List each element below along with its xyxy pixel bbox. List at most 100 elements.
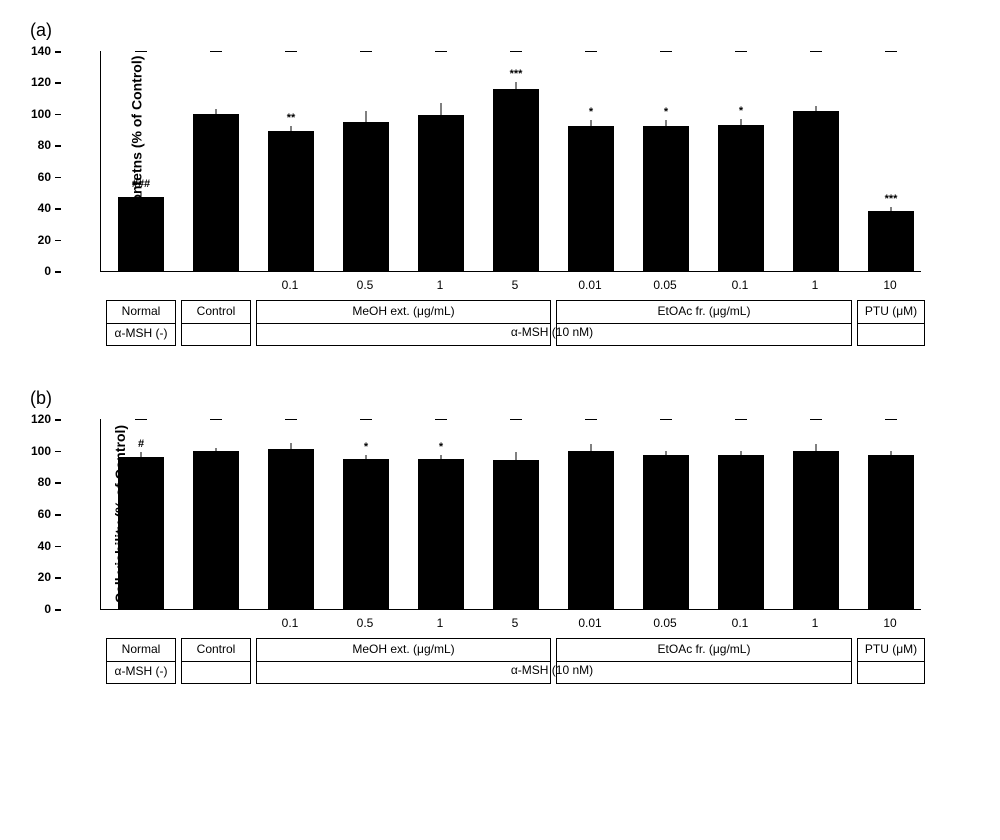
error-cap bbox=[435, 419, 447, 420]
group-box: EtOAc fr. (μg/mL) bbox=[556, 300, 852, 346]
group-label-top: PTU (μM) bbox=[865, 304, 917, 318]
x-conc-label: 5 bbox=[512, 616, 519, 630]
error-cap bbox=[285, 419, 297, 420]
y-tick: 120 bbox=[11, 412, 51, 426]
error-cap bbox=[585, 419, 597, 420]
error-bar bbox=[891, 207, 892, 212]
error-cap bbox=[135, 419, 147, 420]
error-bar bbox=[816, 444, 817, 450]
x-conc-label: 1 bbox=[437, 278, 444, 292]
error-cap bbox=[135, 51, 147, 52]
group-label-top: MeOH ext. (μg/mL) bbox=[352, 304, 454, 318]
x-conc-row: 0.10.5150.010.050.1110 bbox=[100, 616, 980, 638]
error-bar bbox=[591, 120, 592, 126]
bar bbox=[493, 89, 539, 271]
group-label-top: MeOH ext. (μg/mL) bbox=[352, 642, 454, 656]
error-bar bbox=[591, 444, 592, 450]
error-cap bbox=[510, 51, 522, 52]
significance-marker: * bbox=[589, 106, 593, 118]
x-conc-label: 10 bbox=[883, 278, 896, 292]
error-bar bbox=[741, 119, 742, 125]
chart-a-container: Melanin contetns (% of Control) 02040608… bbox=[100, 51, 980, 348]
error-cap bbox=[735, 51, 747, 52]
bar bbox=[868, 211, 914, 271]
chart-b-body: Cell viability (% of Control) 0204060801… bbox=[100, 419, 921, 610]
x-group-row: Normalα-MSH (-)ControlMeOH ext. (μg/mL)E… bbox=[100, 300, 980, 348]
x-group-row: Normalα-MSH (-)ControlMeOH ext. (μg/mL)E… bbox=[100, 638, 980, 686]
y-tick: 60 bbox=[11, 507, 51, 521]
panel-a-label: (a) bbox=[30, 20, 980, 41]
x-conc-label: 0.1 bbox=[282, 278, 299, 292]
bar bbox=[568, 126, 614, 271]
x-conc-label: 0.05 bbox=[653, 616, 676, 630]
x-conc-label: 10 bbox=[883, 616, 896, 630]
error-bar bbox=[666, 451, 667, 456]
group-label-bottom: α-MSH (-) bbox=[115, 326, 168, 340]
error-cap bbox=[585, 51, 597, 52]
bar bbox=[343, 459, 389, 609]
error-bar bbox=[366, 111, 367, 122]
x-conc-label: 0.05 bbox=[653, 278, 676, 292]
bar bbox=[118, 197, 164, 271]
group-label-top: EtOAc fr. (μg/mL) bbox=[658, 304, 751, 318]
y-tick: 120 bbox=[11, 75, 51, 89]
bar bbox=[568, 451, 614, 609]
bar bbox=[718, 125, 764, 271]
y-tick: 100 bbox=[11, 444, 51, 458]
y-tick: 40 bbox=[11, 539, 51, 553]
chart-b-bars: #** bbox=[101, 419, 921, 609]
error-cap bbox=[360, 419, 372, 420]
group-box: PTU (μM) bbox=[857, 638, 925, 684]
y-tick: 60 bbox=[11, 170, 51, 184]
error-cap bbox=[510, 419, 522, 420]
group-label-top: EtOAc fr. (μg/mL) bbox=[658, 642, 751, 656]
x-conc-label: 0.1 bbox=[282, 616, 299, 630]
error-bar bbox=[216, 448, 217, 451]
secondary-label: α-MSH (10 nM) bbox=[511, 325, 593, 339]
significance-marker: *** bbox=[885, 193, 898, 205]
x-conc-label: 0.01 bbox=[578, 278, 601, 292]
chart-b-container: Cell viability (% of Control) 0204060801… bbox=[100, 419, 980, 686]
group-label-top: PTU (μM) bbox=[865, 642, 917, 656]
group-label-top: Control bbox=[197, 642, 236, 656]
error-cap bbox=[735, 419, 747, 420]
x-conc-label: 5 bbox=[512, 278, 519, 292]
error-bar bbox=[441, 103, 442, 116]
error-bar bbox=[516, 452, 517, 460]
y-tick: 80 bbox=[11, 475, 51, 489]
group-box: Control bbox=[181, 300, 251, 346]
bar bbox=[643, 455, 689, 609]
error-cap bbox=[885, 419, 897, 420]
group-label-top: Control bbox=[197, 304, 236, 318]
panel-a: (a) Melanin contetns (% of Control) 0204… bbox=[20, 20, 980, 348]
panel-b: (b) Cell viability (% of Control) 020406… bbox=[20, 388, 980, 686]
y-tick: 80 bbox=[11, 138, 51, 152]
x-conc-label: 1 bbox=[812, 616, 819, 630]
x-conc-label: 0.1 bbox=[732, 616, 749, 630]
significance-marker: # bbox=[138, 438, 144, 450]
group-label-bottom: α-MSH (-) bbox=[115, 664, 168, 678]
error-bar bbox=[516, 82, 517, 88]
bar bbox=[268, 449, 314, 609]
error-bar bbox=[816, 106, 817, 111]
panel-b-label: (b) bbox=[30, 388, 980, 409]
error-cap bbox=[435, 51, 447, 52]
bar bbox=[793, 111, 839, 271]
chart-a-body: Melanin contetns (% of Control) 02040608… bbox=[100, 51, 921, 272]
group-box: Control bbox=[181, 638, 251, 684]
bar bbox=[868, 455, 914, 609]
error-bar bbox=[141, 192, 142, 197]
group-box: PTU (μM) bbox=[857, 300, 925, 346]
group-box: EtOAc fr. (μg/mL) bbox=[556, 638, 852, 684]
group-box: MeOH ext. (μg/mL) bbox=[256, 638, 551, 684]
x-conc-label: 0.01 bbox=[578, 616, 601, 630]
significance-marker: ** bbox=[287, 112, 296, 124]
significance-marker: ### bbox=[132, 178, 150, 190]
y-tick: 20 bbox=[11, 570, 51, 584]
x-conc-label: 1 bbox=[437, 616, 444, 630]
significance-marker: * bbox=[664, 106, 668, 118]
error-bar bbox=[891, 451, 892, 456]
bar bbox=[343, 122, 389, 271]
error-bar bbox=[441, 455, 442, 458]
error-bar bbox=[291, 126, 292, 131]
